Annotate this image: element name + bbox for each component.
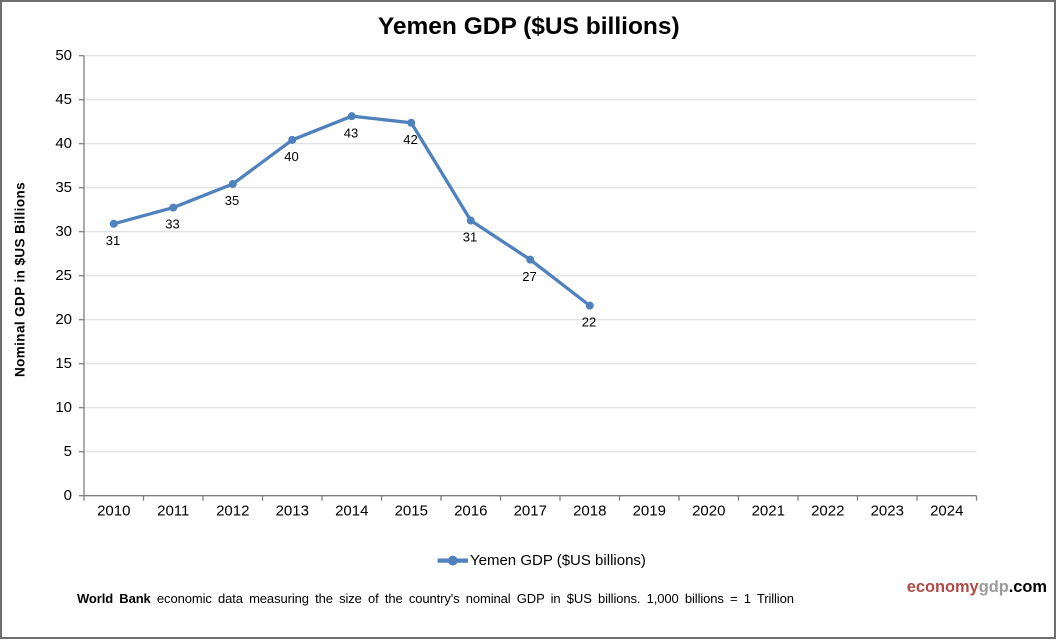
svg-text:2021: 2021 (752, 503, 785, 520)
svg-text:15: 15 (55, 355, 72, 372)
svg-text:31: 31 (106, 233, 120, 248)
svg-text:33: 33 (165, 217, 179, 232)
svg-text:50: 50 (55, 47, 72, 64)
svg-text:2012: 2012 (216, 503, 249, 520)
svg-text:10: 10 (55, 399, 72, 416)
svg-text:5: 5 (64, 443, 72, 460)
svg-text:2020: 2020 (692, 503, 725, 520)
svg-text:2010: 2010 (97, 503, 130, 520)
svg-text:20: 20 (55, 311, 72, 328)
svg-text:2013: 2013 (276, 503, 309, 520)
svg-text:42: 42 (403, 132, 417, 147)
svg-text:2019: 2019 (633, 503, 666, 520)
svg-text:Yemen GDP ($US billions): Yemen GDP ($US billions) (378, 13, 680, 40)
svg-text:40: 40 (284, 149, 298, 164)
svg-text:2023: 2023 (871, 503, 904, 520)
svg-text:2018: 2018 (573, 503, 606, 520)
svg-text:Nominal GDP in $US Billions: Nominal GDP in $US Billions (13, 182, 28, 377)
svg-text:45: 45 (55, 91, 72, 108)
svg-text:2022: 2022 (811, 503, 844, 520)
svg-text:2024: 2024 (930, 503, 963, 520)
svg-text:27: 27 (522, 269, 536, 284)
svg-text:2011: 2011 (157, 503, 189, 520)
svg-text:2015: 2015 (395, 503, 428, 520)
svg-text:22: 22 (582, 315, 596, 330)
svg-text:2016: 2016 (454, 503, 487, 520)
svg-text:35: 35 (225, 193, 239, 208)
svg-text:31: 31 (463, 230, 477, 245)
svg-text:40: 40 (55, 135, 72, 152)
svg-text:43: 43 (344, 125, 358, 140)
svg-text:0: 0 (64, 487, 72, 504)
svg-text:35: 35 (55, 179, 72, 196)
svg-text:2017: 2017 (514, 503, 547, 520)
svg-text:25: 25 (55, 267, 72, 284)
svg-text:30: 30 (55, 223, 72, 240)
svg-text:Yemen GDP ($US billions): Yemen GDP ($US billions) (470, 552, 646, 569)
svg-text:2014: 2014 (335, 503, 368, 520)
